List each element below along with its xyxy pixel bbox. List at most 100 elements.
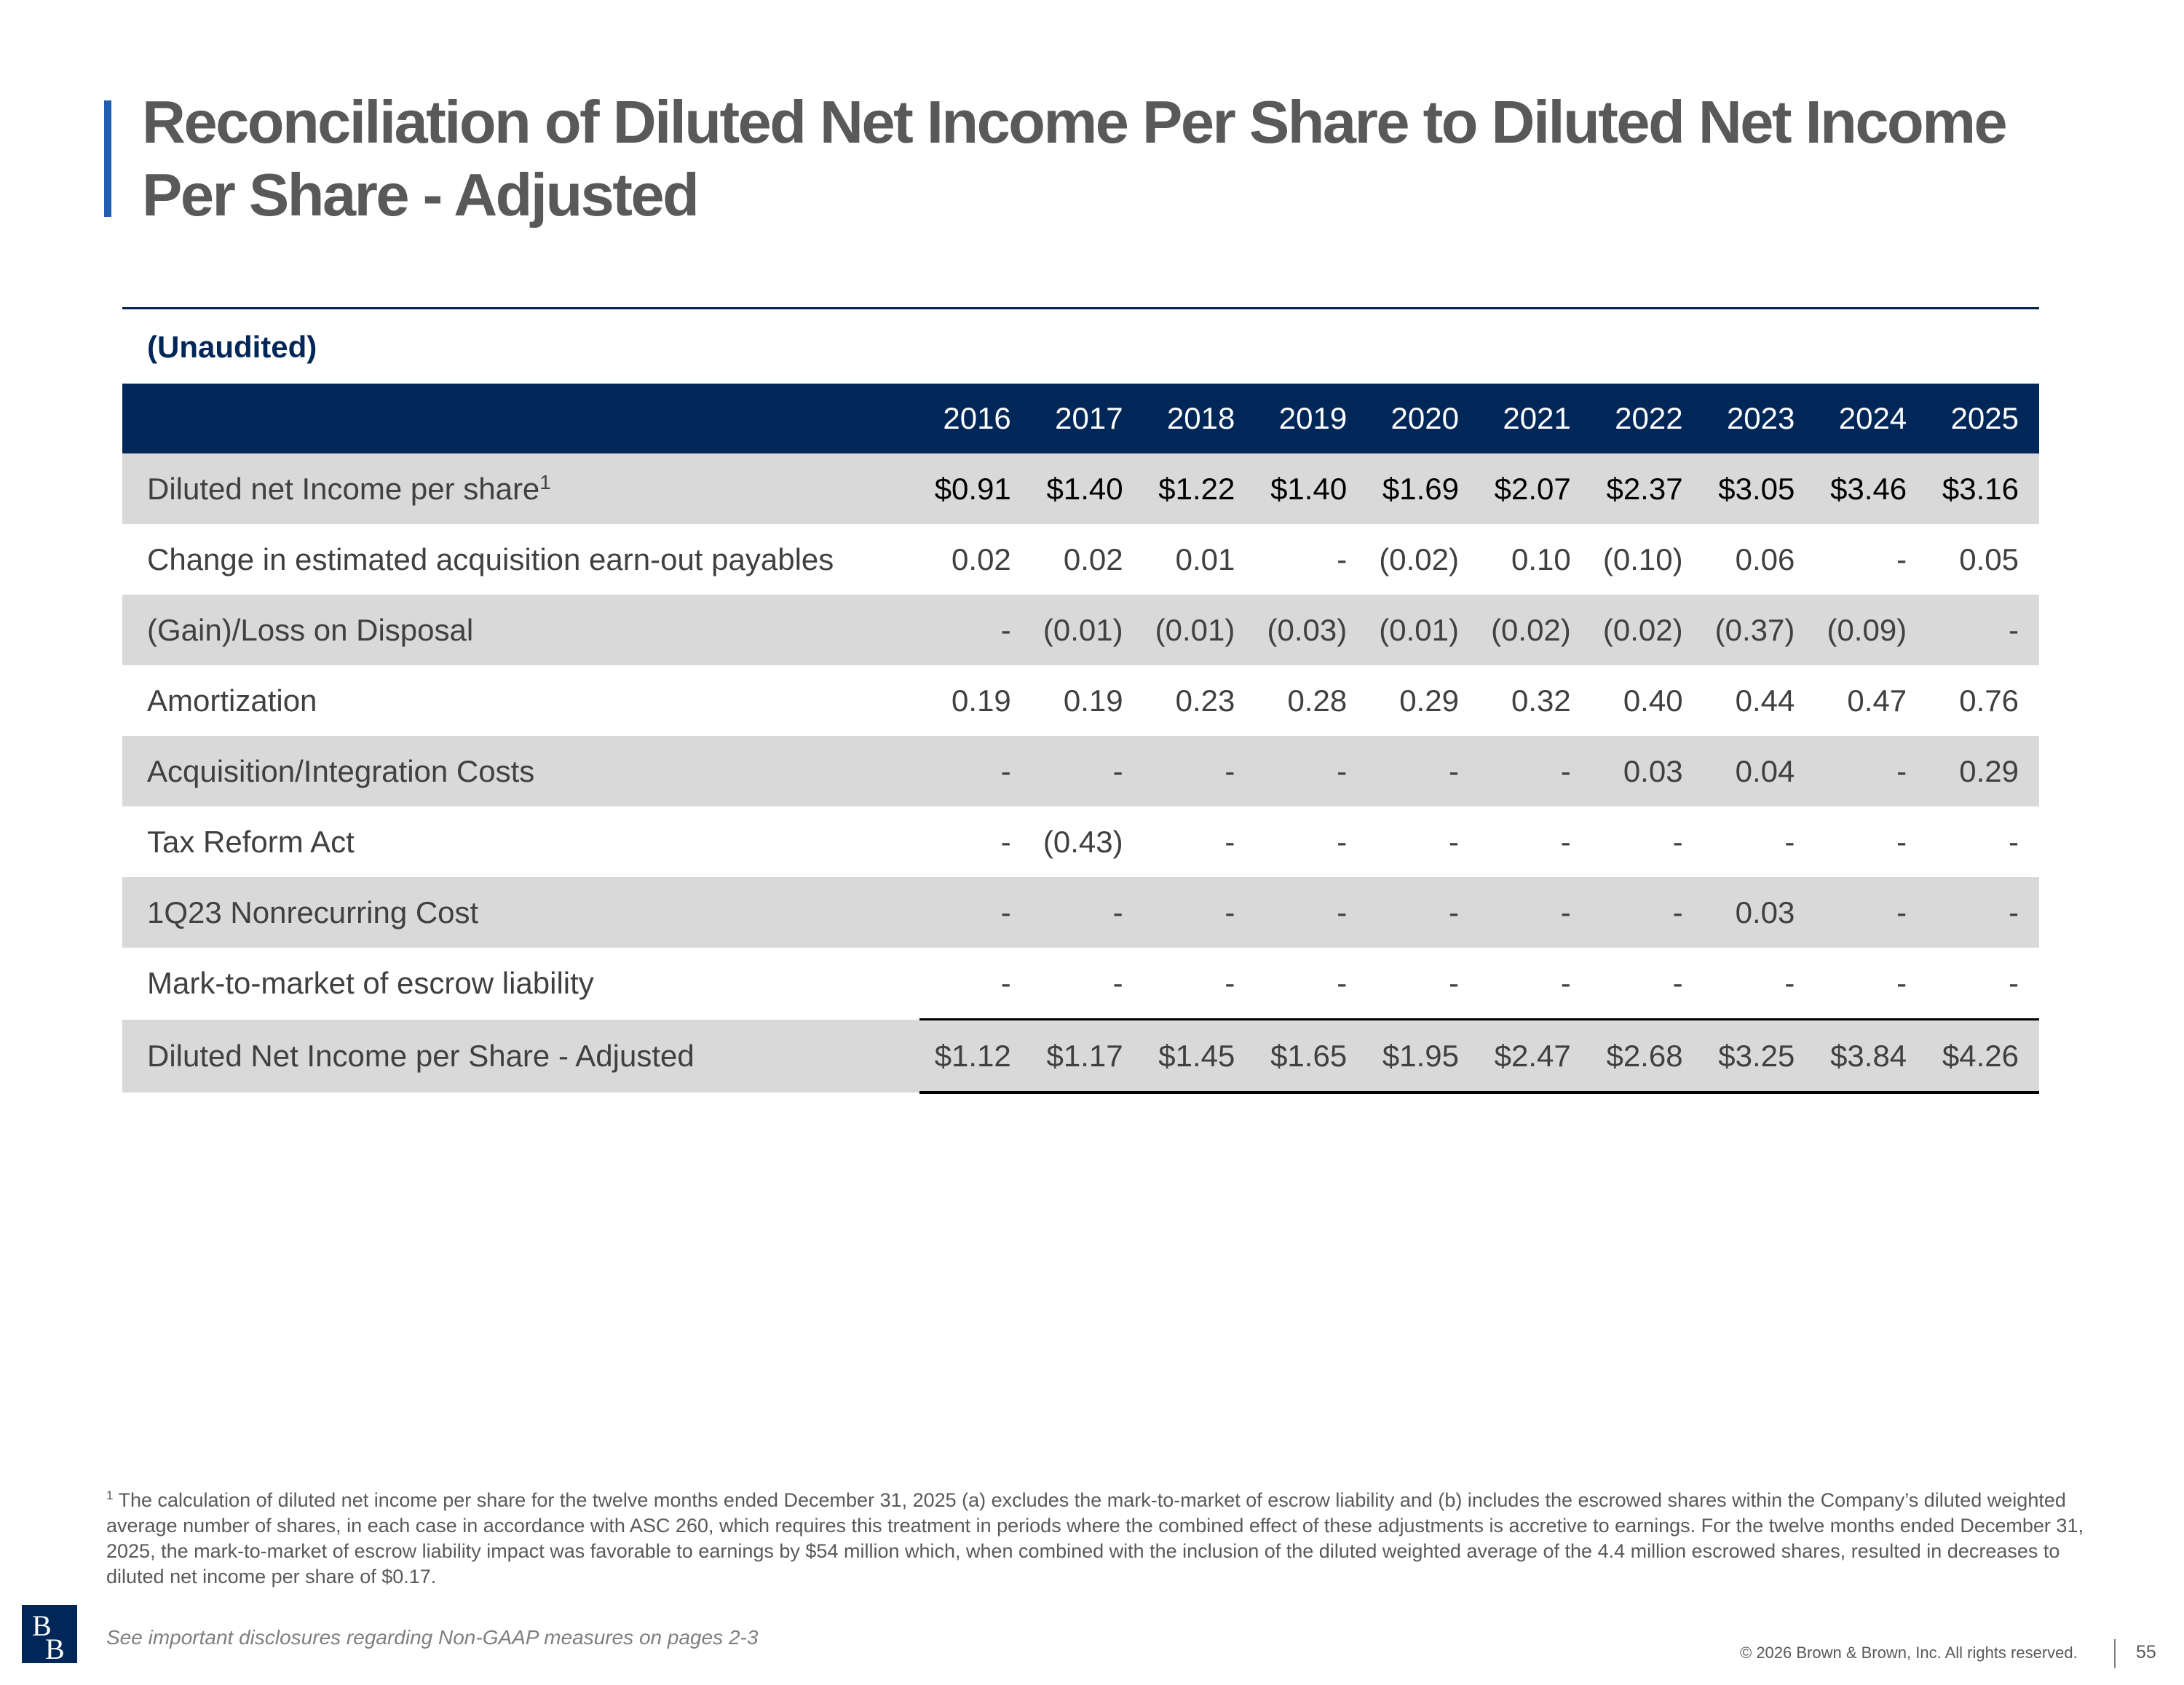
value-cell: - (1896, 895, 1907, 929)
svg-text:B: B (45, 1633, 65, 1663)
table-row: Diluted net Income per share1 $0.91 $1.40 $… (122, 453, 2039, 524)
row-label-text: Diluted net Income per share (147, 471, 540, 506)
value-cell: $2.68 (1591, 1018, 1704, 1094)
value-cell: - (1000, 612, 1011, 647)
brown-and-brown-logo: B B (22, 1605, 77, 1663)
value-cell: - (1448, 824, 1459, 859)
value-cell: 0.03 (1735, 895, 1795, 929)
value-cell: 0.01 (1175, 542, 1235, 576)
reconciliation-table-section: (Unaudited) 2016 2017 2018 2019 2020 2021 2022… (122, 307, 2039, 1094)
svg-text:B: B (32, 1609, 52, 1642)
value-cell: 0.02 (1063, 542, 1123, 576)
value-cell: (0.37) (1714, 612, 1795, 647)
value-cell: 0.19 (1063, 683, 1123, 718)
row-label: Amortization (122, 665, 919, 736)
value-cell: 0.03 (1623, 753, 1683, 788)
row-label-text: Diluted Net Income per Share - Adjusted (147, 1038, 695, 1073)
row-label: (Gain)/Loss on Disposal (122, 595, 919, 665)
value-cell: - (1896, 753, 1907, 788)
value-cell: 0.19 (951, 683, 1011, 718)
year-header: 2022 (1615, 401, 1683, 435)
value-cell: - (1448, 965, 1459, 1000)
value-cell: $2.47 (1479, 1018, 1591, 1094)
value-cell: - (1224, 965, 1235, 1000)
table-row: 1Q23 Nonrecurring Cost - - - - - - - 0.03 - - (122, 877, 2039, 948)
value-cell: $3.05 (1718, 471, 1795, 506)
value-cell: - (1784, 965, 1795, 1000)
value-cell: $1.65 (1255, 1018, 1368, 1094)
value-cell: - (1337, 824, 1348, 859)
table-row: Mark-to-market of escrow liability - - - - - -… (122, 948, 2039, 1020)
non-gaap-disclosure: See important disclosures regarding Non-… (106, 1626, 759, 1649)
value-cell: - (1560, 965, 1571, 1000)
reconciliation-table: 2016 2017 2018 2019 2020 2021 2022 2023 2024 2025… (122, 384, 2039, 1094)
value-cell: - (1560, 824, 1571, 859)
value-cell: (0.09) (1827, 612, 1907, 647)
value-cell: - (2009, 895, 2019, 929)
value-cell: - (1112, 965, 1123, 1000)
table-header-row: 2016 2017 2018 2019 2020 2021 2022 2023 2024 2025 (122, 384, 2039, 453)
row-label-text: 1Q23 Nonrecurring Cost (147, 895, 479, 929)
value-cell: $3.25 (1703, 1018, 1816, 1094)
value-cell: - (1448, 895, 1459, 929)
top-rule (122, 307, 2039, 309)
row-label-text: Tax Reform Act (147, 824, 355, 859)
row-label: 1Q23 Nonrecurring Cost (122, 877, 919, 948)
value-cell: (0.02) (1602, 612, 1683, 647)
value-cell: (0.01) (1042, 612, 1123, 647)
value-cell: 0.04 (1735, 753, 1795, 788)
value-cell: (0.02) (1379, 542, 1459, 576)
year-header: 2018 (1166, 401, 1235, 435)
value-cell: 0.10 (1511, 542, 1571, 576)
value-cell: $1.40 (1046, 471, 1123, 506)
year-header: 2020 (1390, 401, 1459, 435)
value-cell: - (1560, 895, 1571, 929)
value-cell: - (1112, 753, 1123, 788)
value-cell: - (1337, 542, 1348, 576)
value-cell: (0.02) (1491, 612, 1571, 647)
value-cell: - (1224, 895, 1235, 929)
row-label: Diluted Net Income per Share - Adjusted (122, 1020, 919, 1093)
header-label-cell (122, 384, 919, 453)
value-cell: - (1672, 824, 1683, 859)
value-cell: (0.01) (1379, 612, 1459, 647)
row-label: Diluted net Income per share1 (122, 453, 919, 524)
footnote-marker: 1 (106, 1488, 114, 1502)
row-label: Tax Reform Act (122, 806, 919, 877)
value-cell: 0.32 (1511, 683, 1571, 718)
value-cell: - (1337, 895, 1348, 929)
value-cell: $3.16 (1942, 471, 2019, 506)
copyright-notice: © 2026 Brown & Brown, Inc. All rights re… (1740, 1644, 2078, 1662)
value-cell: - (1672, 965, 1683, 1000)
row-label-text: (Gain)/Loss on Disposal (147, 612, 474, 647)
value-cell: - (1896, 965, 1907, 1000)
value-cell: - (1224, 753, 1235, 788)
value-cell: - (2009, 612, 2019, 647)
footnote-text: The calculation of diluted net income pe… (106, 1489, 2084, 1587)
value-cell: $3.46 (1830, 471, 1907, 506)
value-cell: - (1000, 895, 1011, 929)
value-cell: $1.12 (919, 1018, 1032, 1094)
title-accent-bar (104, 100, 111, 217)
value-cell: - (1112, 895, 1123, 929)
year-header: 2024 (1838, 401, 1907, 435)
footnote: 1 The calculation of diluted net income … (106, 1488, 2086, 1590)
row-label-text: Mark-to-market of escrow liability (147, 966, 594, 1001)
row-label-text: Acquisition/Integration Costs (147, 753, 535, 788)
value-cell: 0.28 (1287, 683, 1348, 718)
row-label-text: Amortization (147, 683, 317, 718)
value-cell: (0.43) (1042, 824, 1123, 859)
value-cell: - (1000, 824, 1011, 859)
value-cell: $1.22 (1158, 471, 1235, 506)
year-header: 2025 (1950, 401, 2019, 435)
footnote-reference: 1 (539, 470, 551, 493)
value-cell: - (1000, 753, 1011, 788)
value-cell: $3.84 (1815, 1018, 1928, 1094)
value-cell: - (1000, 965, 1011, 1000)
table-row: Diluted Net Income per Share - Adjusted $… (122, 1018, 2039, 1094)
table-row: Amortization 0.19 0.19 0.23 0.28 0.29 0.32 0.40… (122, 665, 2039, 736)
row-label: Acquisition/Integration Costs (122, 736, 919, 806)
unaudited-label: (Unaudited) (147, 330, 317, 364)
year-header: 2019 (1278, 401, 1348, 435)
value-cell: $4.26 (1927, 1018, 2039, 1094)
